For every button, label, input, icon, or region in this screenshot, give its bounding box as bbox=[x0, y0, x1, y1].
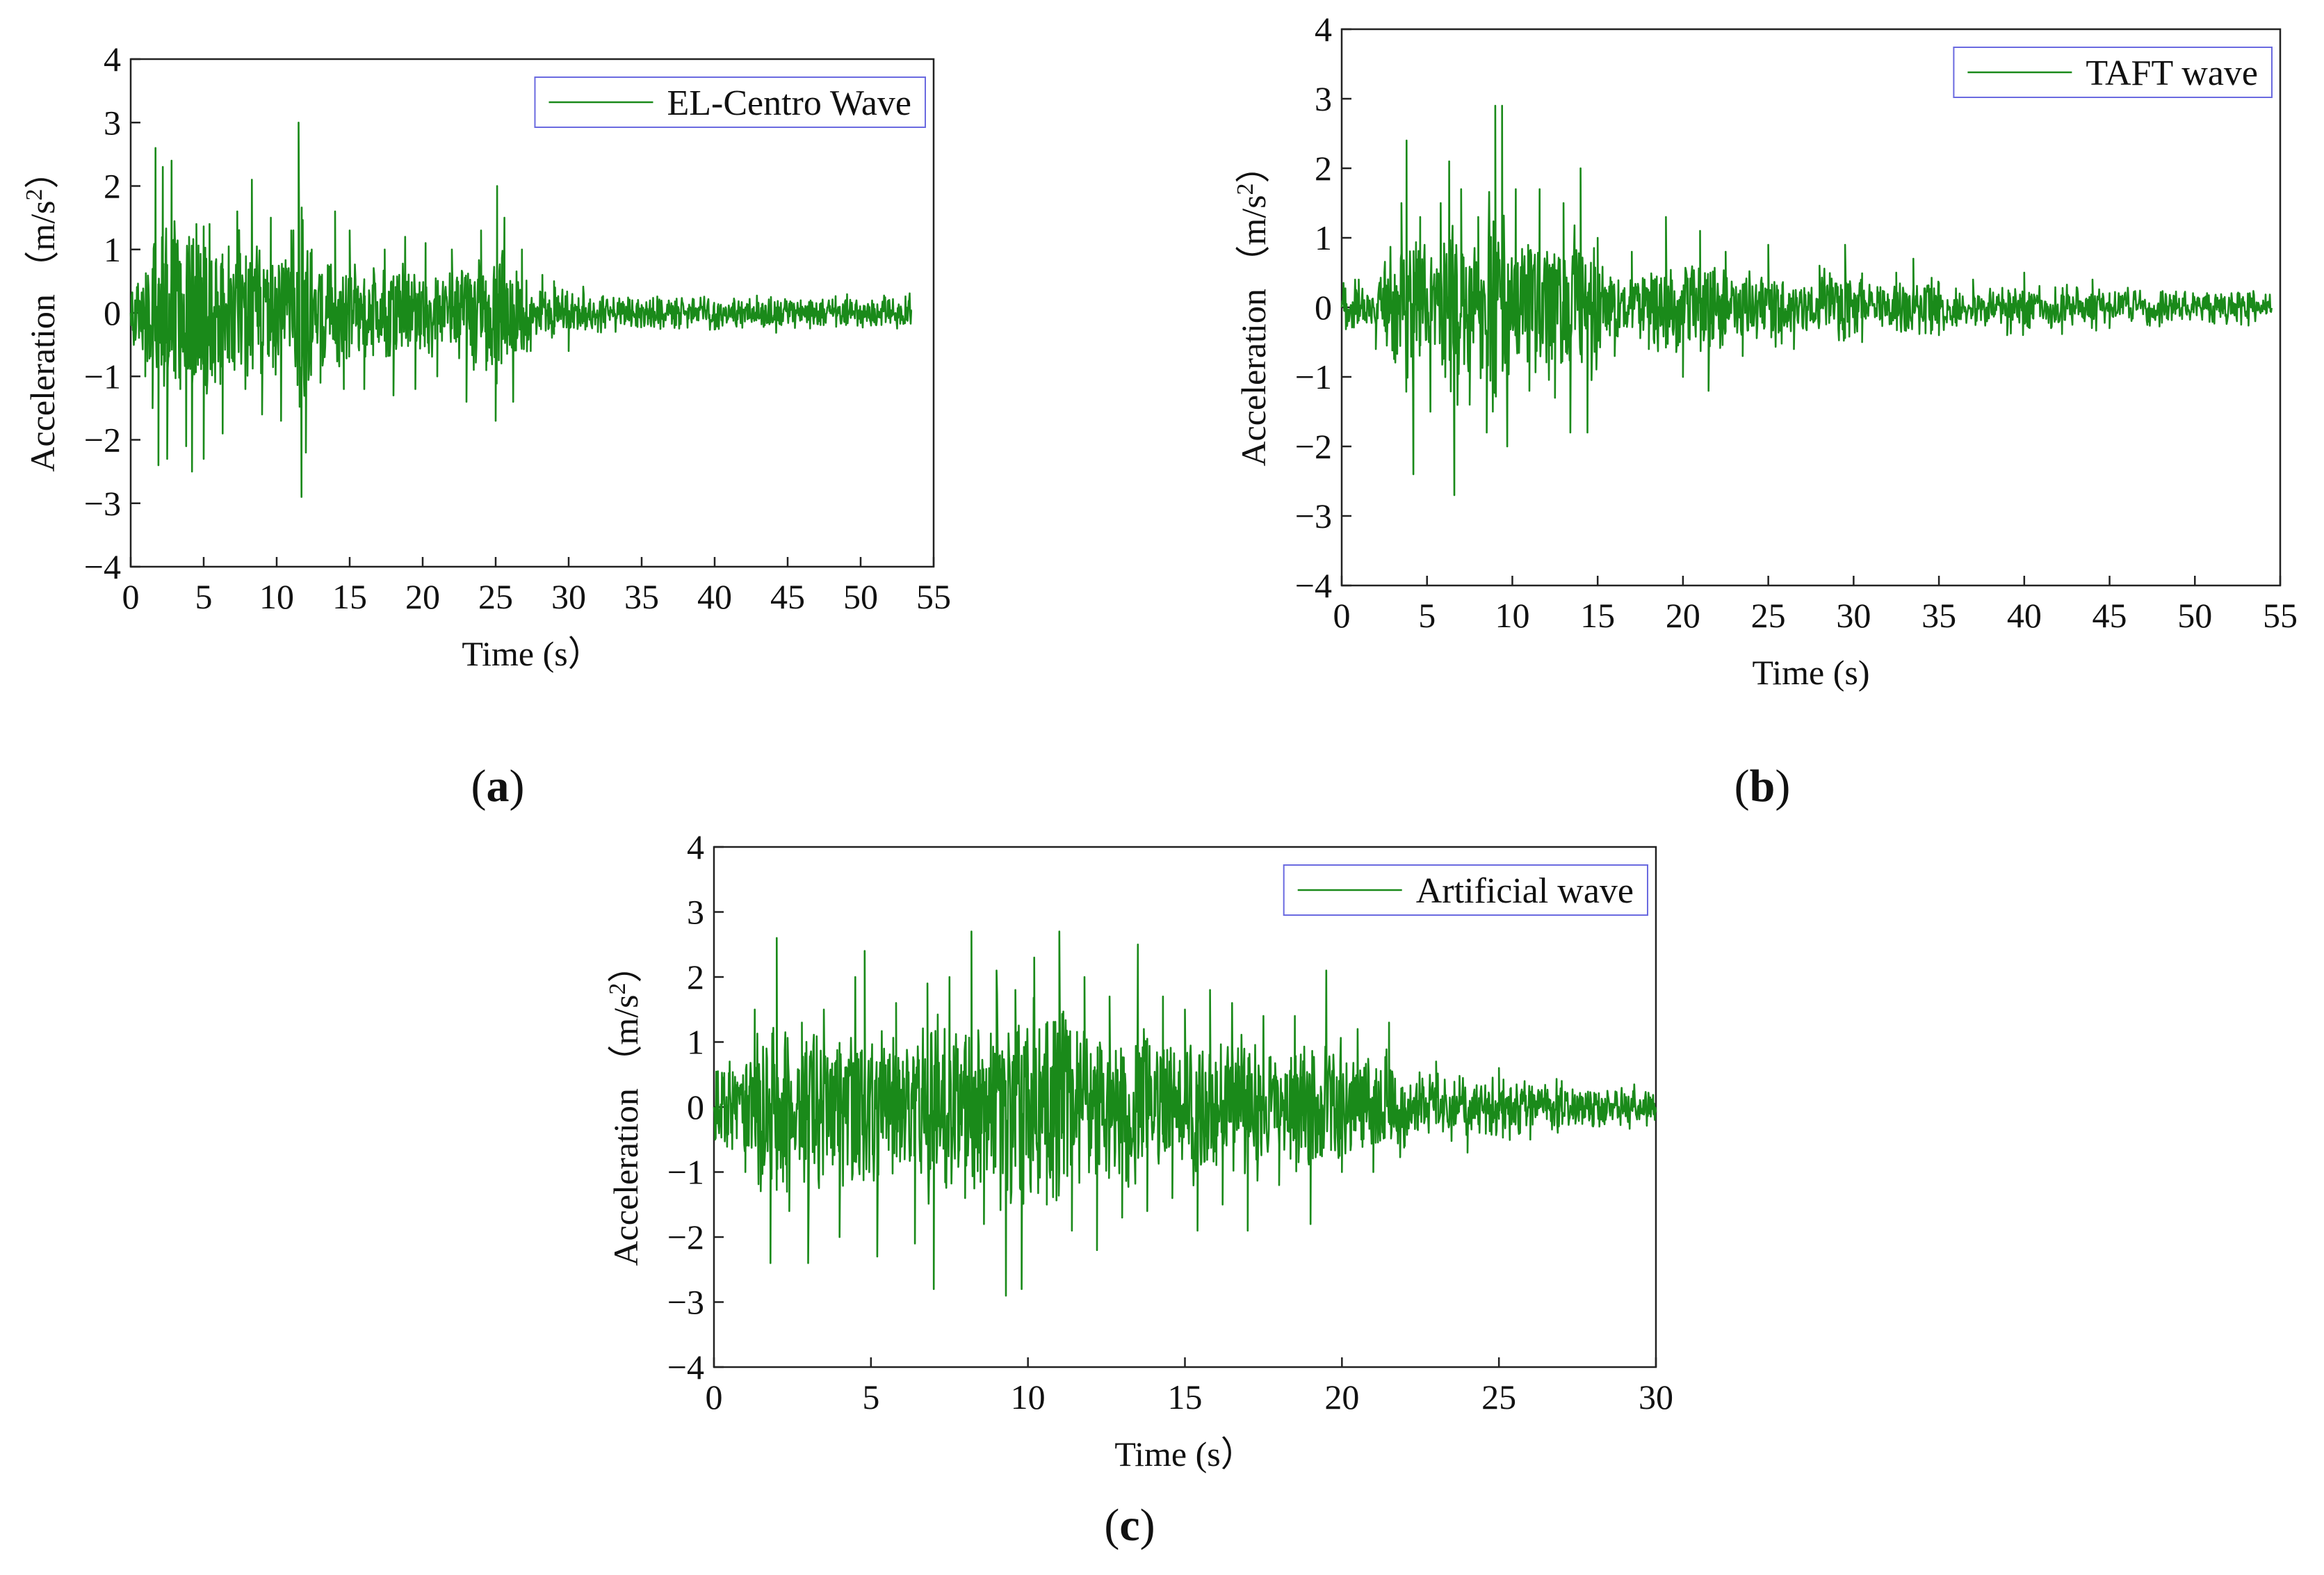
artificial-wave-line bbox=[713, 930, 1657, 1297]
y-tick-label: −2 bbox=[1295, 427, 1332, 466]
y-tick-label: −4 bbox=[1295, 566, 1332, 605]
y-axis-title: Acceleration （m/s2） bbox=[22, 154, 63, 471]
panel-a: −4 −3 −2 −1 0 1 2 3 4 0 5 10 15 20 25 30 35 40 45 50 55 EL-… bbox=[22, 40, 952, 811]
y-tick-label: 4 bbox=[687, 827, 704, 866]
y-axis-title-main: Acceleration （m/s bbox=[1234, 195, 1273, 466]
y-tick-label: 0 bbox=[1315, 288, 1332, 327]
x-axis-title: Time (s） bbox=[1114, 1435, 1255, 1473]
x-tick-label: 55 bbox=[2263, 596, 2298, 635]
x-tick-label: 5 bbox=[1418, 596, 1436, 635]
panel-label: (b) bbox=[1734, 761, 1791, 811]
panel-label: (c) bbox=[1104, 1500, 1155, 1551]
y-axis-title-end: ） bbox=[23, 154, 62, 188]
y-axis-ticks: −4 −3 −2 −1 0 1 2 3 4 bbox=[1295, 10, 1351, 605]
y-tick-label: 2 bbox=[1315, 149, 1332, 188]
x-tick-label: 0 bbox=[1333, 596, 1351, 635]
y-axis-ticks: −4 −3 −2 −1 0 1 2 3 4 bbox=[667, 827, 724, 1387]
x-tick-label: 35 bbox=[624, 577, 659, 616]
taft-wave-line bbox=[1340, 104, 2273, 496]
y-tick-label: −4 bbox=[667, 1348, 704, 1387]
y-axis-title-superscript: 2 bbox=[1233, 183, 1258, 195]
x-tick-label: 15 bbox=[1168, 1378, 1203, 1416]
legend-label: Artificial wave bbox=[1416, 871, 1634, 911]
y-tick-label: −3 bbox=[667, 1283, 704, 1322]
y-tick-label: 2 bbox=[104, 167, 121, 206]
legend-label: TAFT wave bbox=[2086, 54, 2258, 93]
panel-label: (a) bbox=[471, 761, 525, 811]
x-axis-ticks: 0 5 10 15 20 25 30 bbox=[706, 1357, 1673, 1416]
x-tick-label: 30 bbox=[551, 577, 586, 616]
y-tick-label: 4 bbox=[104, 40, 121, 79]
y-tick-label: 1 bbox=[687, 1023, 704, 1062]
x-tick-label: 5 bbox=[862, 1378, 879, 1416]
y-axis-title-superscript: 2 bbox=[22, 188, 47, 200]
y-tick-label: −1 bbox=[1295, 357, 1332, 396]
panel-c: −4 −3 −2 −1 0 1 2 3 4 0 5 10 15 20 25 30 Artificial wa… bbox=[605, 827, 1674, 1551]
y-tick-label: 4 bbox=[1315, 10, 1332, 49]
x-tick-label: 45 bbox=[770, 577, 805, 616]
x-axis-ticks: 0 5 10 15 20 25 30 35 40 45 50 55 bbox=[1333, 576, 2298, 635]
y-tick-label: 1 bbox=[104, 230, 121, 269]
x-tick-label: 45 bbox=[2093, 596, 2127, 635]
x-axis-title: Time (s） bbox=[462, 634, 602, 673]
x-tick-label: 35 bbox=[1921, 596, 1956, 635]
legend: TAFT wave bbox=[1953, 47, 2273, 98]
y-axis-title-superscript: 2 bbox=[605, 983, 631, 994]
panel-label-letter: b bbox=[1750, 761, 1775, 811]
y-axis-title-end: ） bbox=[606, 948, 645, 983]
el-centro-wave-line bbox=[129, 122, 913, 498]
x-tick-label: 0 bbox=[706, 1378, 723, 1416]
x-tick-label: 30 bbox=[1836, 596, 1871, 635]
x-tick-label: 20 bbox=[405, 577, 440, 616]
x-tick-label: 50 bbox=[843, 577, 878, 616]
y-tick-label: −1 bbox=[84, 357, 121, 396]
x-tick-label: 40 bbox=[2007, 596, 2042, 635]
y-tick-label: −1 bbox=[667, 1153, 704, 1192]
y-tick-label: 0 bbox=[104, 293, 121, 332]
y-tick-label: 1 bbox=[1315, 218, 1332, 257]
y-axis-title-end: ） bbox=[1234, 148, 1273, 183]
y-tick-label: −2 bbox=[84, 421, 121, 460]
x-tick-label: 20 bbox=[1324, 1378, 1359, 1416]
x-tick-label: 25 bbox=[478, 577, 513, 616]
y-tick-label: 2 bbox=[687, 958, 704, 996]
y-tick-label: −3 bbox=[1295, 496, 1332, 535]
x-tick-label: 20 bbox=[1666, 596, 1700, 635]
x-tick-label: 55 bbox=[916, 577, 951, 616]
panel-label-letter: a bbox=[487, 761, 510, 811]
x-tick-label: 15 bbox=[1580, 596, 1615, 635]
y-tick-label: 3 bbox=[104, 103, 121, 142]
y-tick-label: 3 bbox=[1315, 79, 1332, 118]
y-axis-title: Acceleration （m/s2） bbox=[605, 948, 646, 1266]
y-axis-title-main: Acceleration （m/s bbox=[23, 200, 62, 471]
y-axis-title-main: Acceleration （m/s bbox=[606, 994, 645, 1266]
x-axis-title: Time (s) bbox=[1752, 653, 1869, 692]
y-tick-label: −2 bbox=[667, 1218, 704, 1257]
panel-label-letter: c bbox=[1119, 1500, 1139, 1551]
x-tick-label: 10 bbox=[259, 577, 294, 616]
x-tick-label: 25 bbox=[1751, 596, 1786, 635]
x-axis-ticks: 0 5 10 15 20 25 30 35 40 45 50 55 bbox=[122, 557, 951, 616]
x-tick-label: 40 bbox=[697, 577, 732, 616]
y-tick-label: −3 bbox=[84, 484, 121, 523]
y-axis-ticks: −4 −3 −2 −1 0 1 2 3 4 bbox=[84, 40, 140, 586]
legend: Artificial wave bbox=[1283, 864, 1648, 916]
x-tick-label: 25 bbox=[1481, 1378, 1516, 1416]
legend-label: EL-Centro Wave bbox=[667, 83, 911, 123]
y-tick-label: −4 bbox=[84, 547, 121, 586]
x-tick-label: 50 bbox=[2177, 596, 2212, 635]
x-tick-label: 0 bbox=[122, 577, 140, 616]
y-axis-title: Acceleration （m/s2） bbox=[1233, 148, 1274, 466]
x-tick-label: 10 bbox=[1011, 1378, 1046, 1416]
y-tick-label: 0 bbox=[687, 1088, 704, 1126]
x-tick-label: 30 bbox=[1639, 1378, 1673, 1416]
x-tick-label: 5 bbox=[195, 577, 213, 616]
x-tick-label: 15 bbox=[332, 577, 367, 616]
y-tick-label: 3 bbox=[687, 893, 704, 932]
panel-b: −4 −3 −2 −1 0 1 2 3 4 0 5 10 15 20 25 30 35 40 45 50 55 TAF… bbox=[1233, 10, 2298, 811]
legend: EL-Centro Wave bbox=[534, 76, 926, 128]
x-tick-label: 10 bbox=[1495, 596, 1529, 635]
